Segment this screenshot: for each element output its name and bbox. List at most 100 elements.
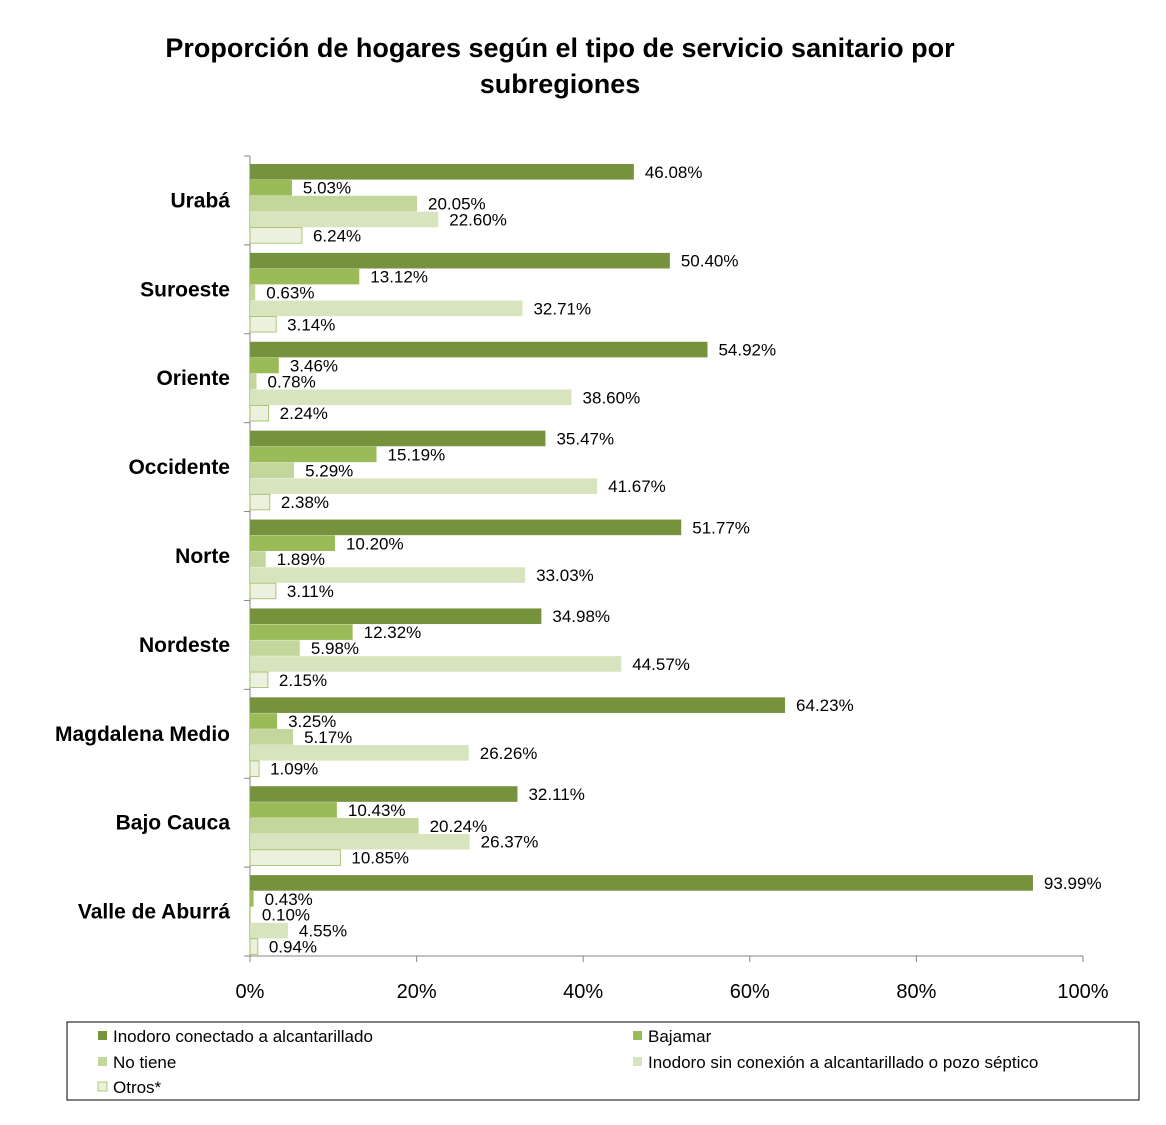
data-label: 5.29% [305, 461, 353, 480]
x-tick-label: 20% [397, 981, 437, 1003]
data-label: 51.77% [692, 518, 750, 537]
bar-bajamar [250, 891, 254, 907]
x-tick-label: 0% [236, 981, 265, 1003]
bar-otros [249, 404, 270, 422]
bar-no-tiene [250, 462, 295, 479]
bar-bajamar [250, 624, 353, 640]
bar-inodoro-conectado-a-alcantarillado [250, 608, 542, 625]
data-label: 54.92% [718, 341, 776, 360]
data-label: 5.03% [303, 179, 351, 198]
data-label: 5.98% [311, 639, 359, 658]
data-label: 10.20% [346, 534, 404, 553]
legend-swatch-inodoro-conectado-a-alcantarillado [98, 1031, 107, 1040]
bar-inodoro-sin-conexion-a-alcantarillado-o-pozo-septico [250, 389, 572, 406]
data-label: 32.71% [533, 299, 591, 318]
legend-label-no-tiene: No tiene [113, 1053, 176, 1072]
data-label: 20.24% [430, 817, 488, 836]
data-label: 0.63% [266, 283, 314, 302]
bar-no-tiene [250, 373, 257, 390]
legend-swatch-bajamar [633, 1031, 642, 1040]
bar-inodoro-conectado-a-alcantarillado [250, 252, 670, 269]
bar-otros [249, 760, 260, 777]
category-label-bajo-cauca: Bajo Cauca [116, 812, 231, 835]
bar-no-tiene [250, 284, 256, 301]
data-label: 10.43% [348, 801, 406, 820]
data-label: 34.98% [552, 607, 610, 626]
data-label: 35.47% [556, 429, 614, 448]
bar-bajamar [250, 802, 337, 818]
legend-label-otros: Otros* [113, 1078, 162, 1097]
legend-swatch-no-tiene [98, 1057, 107, 1066]
bar-otros [249, 849, 341, 866]
data-label: 15.19% [388, 445, 446, 464]
data-label: 38.60% [583, 388, 641, 407]
bar-inodoro-conectado-a-alcantarillado [250, 341, 708, 358]
bar-bajamar [250, 268, 360, 285]
category-label-nordeste: Nordeste [139, 634, 230, 657]
data-label: 2.24% [280, 404, 328, 423]
data-label: 2.15% [279, 671, 327, 690]
data-label: 2.38% [281, 493, 329, 512]
data-label: 3.11% [287, 582, 334, 601]
bar-inodoro-conectado-a-alcantarillado [250, 164, 634, 180]
x-tick-label: 80% [896, 981, 936, 1003]
data-label: 12.32% [364, 623, 422, 642]
legend-label-inodoro-conectado-a-alcantarillado: Inodoro conectado a alcantarillado [113, 1027, 373, 1046]
bar-bajamar [250, 446, 377, 463]
data-label: 0.78% [267, 372, 315, 391]
bar-no-tiene [250, 551, 266, 567]
bar-otros [249, 316, 277, 333]
data-label: 22.60% [449, 211, 507, 230]
data-label: 3.46% [290, 356, 338, 375]
bar-inodoro-sin-conexion-a-alcantarillado-o-pozo-septico [250, 922, 288, 939]
bar-inodoro-sin-conexion-a-alcantarillado-o-pozo-septico [250, 656, 622, 672]
chart-title: Proporción de hogares según el tipo de s… [165, 33, 955, 99]
data-label: 32.11% [528, 785, 584, 804]
bar-inodoro-conectado-a-alcantarillado [250, 786, 518, 802]
bar-inodoro-sin-conexion-a-alcantarillado-o-pozo-septico [250, 211, 439, 228]
bar-inodoro-conectado-a-alcantarillado [250, 519, 682, 536]
data-label: 20.05% [428, 195, 486, 214]
x-tick-label: 100% [1057, 981, 1108, 1003]
bar-no-tiene [250, 640, 300, 656]
bar-no-tiene [250, 729, 294, 745]
bar-inodoro-conectado-a-alcantarillado [250, 875, 1033, 891]
data-label: 41.67% [608, 477, 666, 496]
data-label: 3.14% [287, 315, 335, 334]
data-label: 33.03% [536, 566, 594, 585]
data-label: 26.26% [480, 744, 538, 763]
bar-otros [249, 582, 277, 600]
data-label: 10.85% [351, 849, 409, 868]
bar-no-tiene [250, 818, 419, 834]
data-label: 1.09% [270, 760, 318, 779]
data-label: 0.43% [265, 890, 313, 909]
data-label: 1.89% [277, 550, 325, 569]
legend-label-inodoro-sin-conexion-a-alcantarillado-o-pozo-septico: Inodoro sin conexión a alcantarillado o … [648, 1053, 1038, 1072]
bar-no-tiene [250, 195, 418, 212]
category-label-suroeste: Suroeste [140, 278, 230, 301]
data-label: 46.08% [645, 163, 703, 182]
data-label: 5.17% [304, 728, 352, 747]
data-label: 44.57% [632, 655, 690, 674]
bar-bajamar [250, 179, 292, 196]
category-label-valle-de-aburra: Valle de Aburrá [78, 901, 230, 924]
data-label: 0.10% [262, 906, 310, 925]
data-label: 0.94% [269, 938, 317, 957]
bar-inodoro-conectado-a-alcantarillado [250, 697, 786, 713]
bar-no-tiene [250, 906, 251, 923]
bar-bajamar [250, 713, 278, 729]
bar-otros [249, 671, 269, 689]
category-label-oriente: Oriente [156, 367, 230, 390]
x-tick-label: 60% [730, 981, 770, 1003]
data-label: 6.24% [313, 226, 361, 245]
bar-inodoro-sin-conexion-a-alcantarillado-o-pozo-septico [250, 833, 470, 850]
bar-inodoro-conectado-a-alcantarillado [250, 430, 546, 447]
category-label-occidente: Occidente [128, 456, 230, 479]
legend-swatch-inodoro-sin-conexion-a-alcantarillado-o-pozo-septico [633, 1057, 642, 1066]
category-label-uraba: Urabá [170, 189, 230, 212]
bar-inodoro-sin-conexion-a-alcantarillado-o-pozo-septico [250, 478, 598, 494]
legend-label-bajamar: Bajamar [648, 1027, 712, 1046]
data-label: 26.37% [481, 833, 539, 852]
legend [66, 1021, 1140, 1101]
category-label-norte: Norte [175, 545, 230, 568]
